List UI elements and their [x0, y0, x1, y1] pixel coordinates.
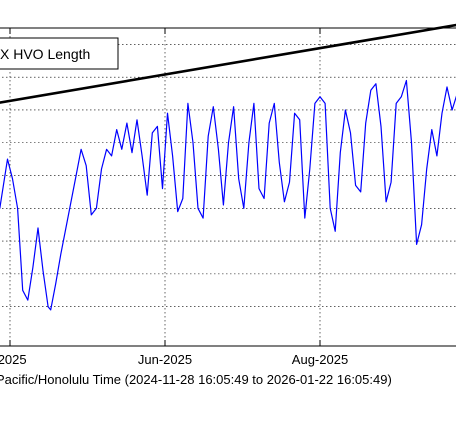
grid [0, 28, 456, 346]
x-tick-label: Aug-2025 [292, 352, 348, 367]
series-layer [0, 23, 456, 311]
x-tick-label: -2025 [0, 352, 27, 367]
legend-box [0, 37, 119, 70]
series-line [0, 79, 456, 311]
plot-area [0, 28, 456, 346]
x-tick-label: Jun-2025 [138, 352, 192, 367]
x-axis-label: Pacific/Honolulu Time (2024-11-28 16:05:… [0, 372, 392, 387]
legend: X HVO Length [0, 37, 119, 70]
trend-line [0, 23, 456, 104]
legend-label: X HVO Length [0, 46, 90, 62]
plot-frame [0, 27, 456, 347]
